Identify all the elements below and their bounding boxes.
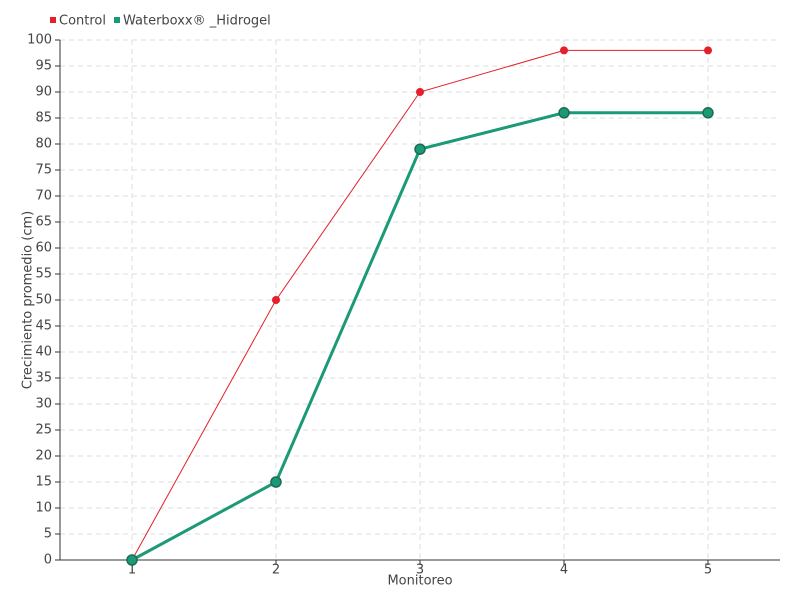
data-point — [272, 296, 280, 304]
y-tick-label: 55 — [35, 267, 52, 282]
y-tick-label: 60 — [35, 241, 52, 256]
legend-label: Control — [59, 14, 106, 29]
y-tick-label: 70 — [35, 189, 52, 204]
data-point — [270, 476, 282, 488]
legend-swatch — [50, 17, 56, 23]
y-tick-label: 95 — [35, 59, 52, 74]
y-tick-label: 10 — [35, 501, 52, 516]
y-tick-label: 40 — [35, 345, 52, 360]
y-tick-label: 15 — [35, 475, 52, 490]
y-tick-label: 50 — [35, 293, 52, 308]
y-tick-label: 35 — [35, 371, 52, 386]
x-tick-label: 4 — [560, 563, 568, 578]
y-tick-label: 75 — [35, 163, 52, 178]
y-tick-label: 5 — [44, 527, 52, 542]
y-tick-label: 0 — [44, 553, 52, 568]
x-tick-label: 3 — [416, 563, 424, 578]
data-point — [558, 107, 570, 119]
x-tick-label: 5 — [704, 563, 712, 578]
y-tick-label: 45 — [35, 319, 52, 334]
legend-swatch — [114, 17, 120, 23]
y-tick-label: 85 — [35, 111, 52, 126]
y-tick-label: 100 — [27, 33, 52, 48]
data-point — [560, 46, 568, 55]
x-axis-label: Monitoreo — [387, 574, 452, 589]
data-point — [416, 88, 424, 96]
x-tick-label: 2 — [272, 563, 280, 578]
legend-label: Waterboxx® _Hidrogel — [123, 14, 271, 29]
y-tick-label: 65 — [35, 215, 52, 230]
y-axis-label: Crecimiento promedio (cm) — [21, 211, 36, 389]
y-tick-label: 20 — [35, 449, 52, 464]
x-tick-label: 1 — [128, 563, 136, 578]
y-tick-label: 25 — [35, 423, 52, 438]
y-tick-label: 80 — [35, 137, 52, 152]
data-point — [702, 107, 714, 119]
y-tick-label: 30 — [35, 397, 52, 412]
y-tick-label: 90 — [35, 85, 52, 100]
data-point — [414, 143, 426, 155]
data-point — [704, 46, 712, 55]
data-point — [126, 554, 138, 566]
